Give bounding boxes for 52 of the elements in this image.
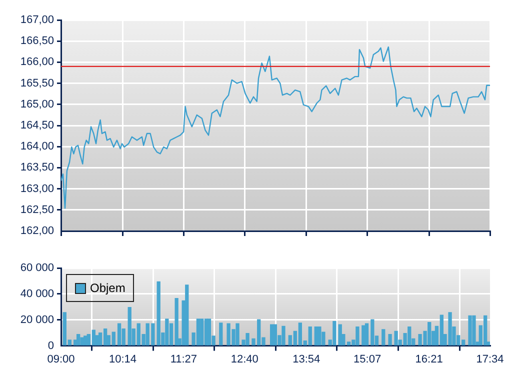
bar	[282, 326, 286, 346]
y-tick-label: 162,00	[20, 225, 54, 238]
y-tick-label: 166,00	[20, 56, 54, 68]
bar	[165, 318, 169, 346]
y-tick-label: 40 000	[20, 288, 54, 300]
bar	[364, 323, 369, 346]
bar	[207, 318, 212, 346]
y-tick-label: 164,00	[20, 140, 54, 153]
bar	[338, 324, 342, 346]
bar	[318, 326, 322, 346]
y-tick-label: 20 000	[20, 314, 54, 326]
x-tick-label: 15:07	[354, 353, 382, 366]
bar	[236, 323, 240, 346]
x-tick-label: 10:14	[108, 353, 137, 366]
x-tick-label: 17:34	[476, 353, 504, 366]
x-tick-label: 16:21	[415, 353, 443, 366]
bar	[273, 324, 278, 346]
y-tick-label: 166,50	[20, 35, 54, 48]
bar	[117, 323, 122, 346]
bar	[356, 326, 360, 346]
y-tick-label: 164,50	[20, 120, 54, 132]
bar	[200, 318, 204, 346]
bar	[332, 320, 336, 346]
y-tick-label: 162,50	[20, 204, 54, 216]
bar	[246, 333, 250, 346]
y-tick-label: 165,50	[20, 77, 54, 90]
x-tick-label: 11:27	[170, 353, 198, 366]
y-tick-label: 163,50	[20, 162, 54, 174]
bar	[76, 334, 80, 346]
y-tick-label: 60 000	[20, 262, 54, 274]
x-tick-label: 12:40	[230, 353, 258, 366]
legend-box: Objem	[66, 274, 134, 302]
y-tick-label: 165,00	[20, 98, 54, 110]
x-tick-label: 09:00	[47, 353, 75, 366]
bar	[219, 322, 223, 346]
bar	[394, 330, 398, 346]
bar	[370, 319, 374, 346]
bar	[270, 324, 274, 346]
bar	[468, 315, 472, 346]
bar	[362, 325, 366, 346]
y-tick-label: 0	[48, 340, 54, 352]
bar	[84, 336, 88, 346]
y-tick-label: 167,00	[20, 14, 54, 26]
bar	[388, 334, 392, 346]
bar	[156, 281, 160, 346]
bar	[128, 306, 132, 346]
y-tick-label: 163,00	[20, 182, 54, 195]
series-label: Objem	[90, 281, 126, 295]
bar	[382, 329, 386, 346]
bar	[185, 284, 189, 346]
bar	[472, 315, 476, 346]
x-tick-label: 13:54	[292, 353, 320, 366]
